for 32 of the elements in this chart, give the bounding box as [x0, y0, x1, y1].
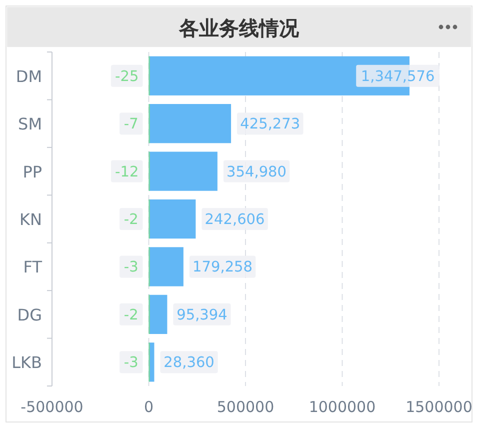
x-tick-label: 0 — [144, 398, 154, 416]
y-tick-label: FT — [23, 258, 42, 277]
data-label: 179,258 — [192, 260, 253, 276]
data-label: 28,360 — [164, 355, 214, 372]
y-tick-label: LKB — [12, 353, 42, 372]
data-label: -25 — [115, 68, 139, 85]
bar — [148, 104, 232, 144]
data-label: 242,606 — [204, 212, 265, 228]
x-tick-label: 1000000 — [308, 398, 376, 416]
data-label: 425,273 — [240, 116, 300, 133]
bar — [148, 152, 218, 191]
x-tick-label: 500000 — [216, 398, 274, 416]
data-label: -2 — [124, 212, 138, 228]
data-label: 354,980 — [226, 164, 287, 180]
data-label: -7 — [124, 116, 138, 133]
data-label: 95,394 — [176, 307, 228, 324]
bar — [148, 199, 196, 239]
y-tick-label: SM — [18, 114, 42, 134]
x-tick-label: -500000 — [20, 398, 84, 416]
data-label: -3 — [124, 355, 138, 372]
y-tick-label: PP — [22, 162, 42, 182]
bar — [148, 294, 168, 334]
y-tick-label: DG — [17, 305, 42, 324]
y-tick-label: KN — [20, 210, 42, 229]
data-label: 1,347,576 — [360, 68, 435, 85]
y-tick-label: DM — [16, 66, 42, 86]
chart-title: 各业务线情况 — [178, 16, 300, 40]
bar — [148, 247, 184, 286]
data-label: -2 — [124, 307, 138, 324]
data-label: -3 — [124, 260, 138, 276]
data-label: -12 — [115, 164, 139, 180]
x-tick-label: 1500000 — [406, 398, 472, 416]
